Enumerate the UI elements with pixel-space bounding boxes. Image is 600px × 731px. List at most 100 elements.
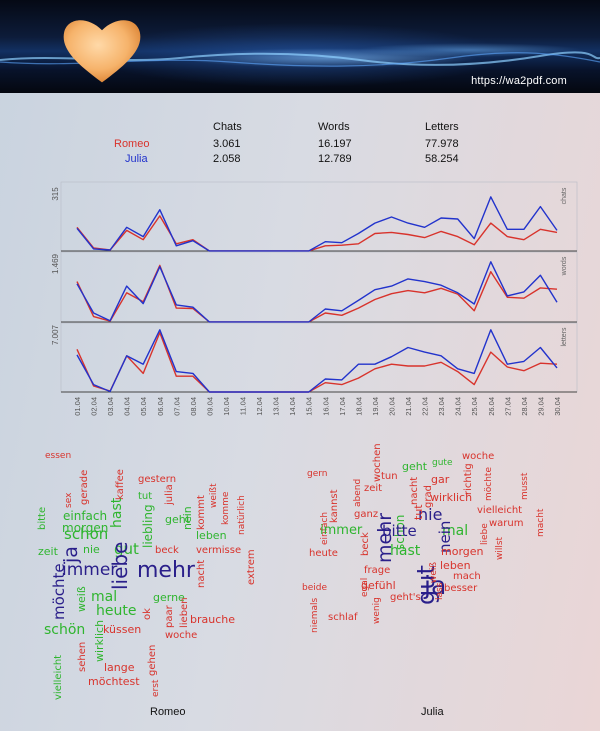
julia-cloud-word: nie: [418, 505, 443, 524]
julia-cloud-word: frage: [364, 565, 391, 576]
series-julia-line: [76, 261, 558, 323]
romeo-cloud-word: tut: [138, 491, 153, 502]
julia-cloud-word: leben: [440, 559, 471, 572]
panel-frame: [60, 322, 578, 393]
romeo-cloud-word: immer: [62, 560, 118, 580]
julia-cloud-word: egal: [360, 577, 370, 597]
panel-name-label: chats: [561, 187, 568, 204]
romeo-cloud-word: schon: [64, 525, 109, 543]
julia-cloud-word: warum: [489, 518, 524, 529]
romeo-cloud-word: mehr: [137, 558, 195, 583]
julia-cloud-word: heute: [309, 548, 338, 559]
romeo-cloud-word: kommt: [196, 495, 207, 530]
julia-cloud-word: mach: [453, 571, 481, 582]
romeo-cloud-word: möchte: [50, 563, 68, 620]
julia-cloud-word: beide: [302, 583, 328, 593]
x-tick-label: 11.04: [239, 397, 248, 415]
romeo-cloud-word: liebling: [141, 504, 155, 548]
x-tick-label: 05.04: [139, 397, 148, 416]
ymax-label: 315: [51, 187, 60, 201]
romeo-cloud-word: gestern: [138, 474, 177, 485]
julia-cloud-word: woche: [462, 451, 495, 462]
col-header-chats: Chats: [213, 121, 242, 133]
romeo-cloud-word: möchtest: [88, 675, 140, 688]
series-romeo-line: [76, 264, 558, 323]
x-tick-label: 17.04: [338, 397, 347, 416]
col-header-words: Words: [318, 121, 350, 133]
romeo-cloud-word: vielleicht: [53, 654, 64, 700]
romeo-cloud-word: woche: [165, 630, 198, 641]
romeo-cloud-word: lange: [104, 661, 135, 674]
x-tick-label: 28.04: [520, 397, 529, 416]
julia-cloud-word: immer: [320, 523, 363, 538]
romeo-cloud-word: leben: [196, 529, 227, 542]
panel-name-label: words: [561, 256, 568, 276]
source-url[interactable]: https://wa2pdf.com: [471, 75, 567, 87]
romeo-cloud-word: essen: [45, 451, 72, 461]
romeo-cloud-word: morgen: [62, 521, 109, 535]
romeo-cloud-word: weißt: [209, 483, 219, 508]
panel-words: 1.469 words: [51, 251, 578, 323]
julia-cloud-word: mal: [442, 523, 469, 539]
julia-cloud-word: schlaf: [328, 612, 358, 623]
romeo-cloud-word: lieben: [179, 597, 190, 628]
x-tick-label: 13.04: [272, 397, 281, 416]
romeo-cloud-word: gehen: [147, 644, 158, 676]
ymax-label: 1.469: [51, 253, 60, 274]
x-tick-label: 01.04: [73, 397, 82, 416]
romeo-cloud-word: paar: [164, 605, 175, 628]
x-tick-label: 26.04: [487, 397, 496, 416]
julia-cloud-word: schon: [393, 514, 407, 550]
julia-cloud-word: liebe: [480, 523, 490, 545]
x-tick-label: 30.04: [553, 397, 562, 416]
julia-cloud-word: gute: [432, 458, 453, 468]
romeo-cloud-word: brauche: [190, 613, 236, 626]
julia-cloud-word: tut: [412, 504, 425, 520]
romeo-cloud-word: gerne: [153, 591, 185, 604]
julia-cloud-word: zeit: [364, 483, 383, 494]
julia-cloud-word: wochen: [372, 443, 383, 482]
x-tick-label: 14.04: [288, 397, 297, 416]
julia-chats: 2.058: [213, 153, 241, 165]
romeo-cloud-word: hast: [109, 497, 125, 528]
julia-cloud-word: morgen: [441, 545, 484, 558]
romeo-cloud-word: natürlich: [237, 495, 247, 535]
romeo-cloud-word: bitte: [37, 506, 48, 530]
julia-cloud-word: gar: [431, 473, 450, 486]
julia-cloud-word: ganz: [354, 509, 379, 520]
romeo-cloud-word: heute: [96, 603, 137, 619]
julia-cloud-word: einfach: [320, 511, 330, 545]
julia-cloud-word: vielleicht: [477, 505, 523, 516]
x-tick-label: 09.04: [205, 397, 214, 416]
romeo-cloud-word: schön: [44, 622, 86, 638]
romeo-cloud-word: nacht: [196, 559, 207, 588]
x-tick-label: 07.04: [172, 397, 181, 416]
romeo-chats: 3.061: [213, 138, 241, 150]
romeo-cloud-caption: Romeo: [150, 706, 186, 718]
julia-cloud-word: kannst: [329, 489, 340, 523]
ymax-label: 7.007: [51, 324, 60, 345]
romeo-cloud-word: sehen: [77, 641, 88, 672]
series-julia-line: [76, 196, 558, 252]
panel-name-label: letters: [561, 327, 568, 347]
julia-cloud-word: hast: [390, 543, 421, 559]
julia-cloud-word: wenig: [372, 597, 382, 624]
romeo-cloud-word: kaffee: [115, 469, 126, 500]
panel-frame: [60, 251, 578, 323]
julia-cloud-word: lass: [435, 582, 445, 600]
romeo-cloud-word: liebe: [108, 541, 132, 590]
series-julia-line: [76, 329, 558, 393]
x-tick-label: 18.04: [354, 397, 363, 416]
julia-cloud-word: abend: [353, 478, 363, 507]
julia-cloud-word: besser: [444, 583, 478, 594]
julia-cloud-word: ja: [424, 571, 447, 600]
julia-cloud-word: tun: [381, 471, 398, 482]
julia-cloud-word: bitte: [382, 522, 417, 540]
julia-cloud-word: musst: [520, 472, 530, 500]
romeo-words: 16.197: [318, 138, 352, 150]
x-tick-label: 24.04: [454, 397, 463, 416]
col-header-letters: Letters: [425, 121, 459, 133]
julia-cloud-caption: Julia: [421, 706, 444, 718]
x-tick-label: 15.04: [305, 397, 314, 416]
romeo-cloud-word: weiß: [75, 586, 88, 612]
